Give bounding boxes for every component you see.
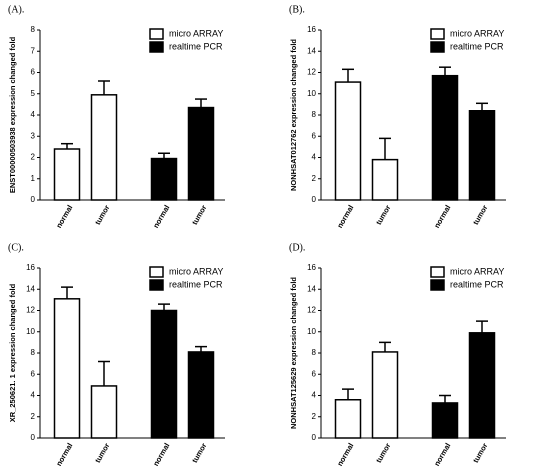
y-tick-label: 16 xyxy=(26,263,35,272)
legend-swatch xyxy=(149,266,164,278)
y-tick-label: 10 xyxy=(307,327,316,336)
bar xyxy=(371,351,399,439)
bar xyxy=(150,309,178,439)
x-tick-label: tumor xyxy=(471,203,489,226)
panel-label: (A). xyxy=(8,4,24,15)
legend-label: micro ARRAY xyxy=(450,28,504,38)
y-tick-label: 8 xyxy=(312,110,317,119)
legend-swatch xyxy=(430,28,445,40)
panel-label: (D). xyxy=(289,242,305,253)
bar xyxy=(468,332,496,439)
legend-label: realtime PCR xyxy=(169,41,223,51)
x-tick-label: tumor xyxy=(93,441,111,464)
x-tick-label: tumor xyxy=(93,203,111,226)
y-tick-label: 12 xyxy=(26,306,35,315)
y-tick-label: 14 xyxy=(307,284,316,293)
x-tick-label: normal xyxy=(335,441,355,467)
y-tick-label: 8 xyxy=(31,25,36,34)
x-tick-label: tumor xyxy=(190,203,208,226)
y-axis-label: NONHSAT125629 expression changed fold xyxy=(289,277,298,429)
y-tick-label: 4 xyxy=(312,391,317,400)
bar xyxy=(371,158,399,201)
y-tick-label: 14 xyxy=(26,284,35,293)
y-tick-label: 10 xyxy=(307,89,316,98)
y-tick-label: 2 xyxy=(312,174,317,183)
y-tick-label: 16 xyxy=(307,25,316,34)
x-tick-label: normal xyxy=(151,203,171,229)
y-tick-label: 0 xyxy=(312,195,317,204)
y-tick-label: 2 xyxy=(312,412,317,421)
x-tick-label: tumor xyxy=(374,203,392,226)
y-tick-label: 6 xyxy=(312,131,317,140)
y-tick-label: 1 xyxy=(31,174,36,183)
legend-swatch xyxy=(149,41,164,53)
y-tick-label: 4 xyxy=(312,153,317,162)
y-tick-label: 4 xyxy=(31,391,36,400)
bar xyxy=(334,81,362,201)
legend-swatch xyxy=(430,41,445,53)
legend-swatch xyxy=(149,28,164,40)
y-tick-label: 12 xyxy=(307,306,316,315)
panel-label: (B). xyxy=(289,4,305,15)
bar xyxy=(90,385,118,439)
bar xyxy=(187,351,215,439)
panel-label: (C). xyxy=(8,242,24,253)
y-tick-label: 5 xyxy=(31,89,36,98)
bar xyxy=(187,106,215,201)
x-tick-label: normal xyxy=(335,203,355,229)
y-tick-label: 8 xyxy=(312,348,317,357)
bar xyxy=(431,402,459,439)
bar xyxy=(468,110,496,201)
y-tick-label: 0 xyxy=(31,433,36,442)
legend-label: micro ARRAY xyxy=(169,266,223,276)
legend-swatch xyxy=(430,266,445,278)
y-tick-label: 14 xyxy=(307,46,316,55)
y-tick-label: 10 xyxy=(26,327,35,336)
x-tick-label: normal xyxy=(54,203,74,229)
y-tick-label: 7 xyxy=(31,46,36,55)
x-tick-label: tumor xyxy=(374,441,392,464)
y-tick-label: 16 xyxy=(307,263,316,272)
x-tick-label: tumor xyxy=(471,441,489,464)
y-axis-label: XR_250621. 1 expression changed fold xyxy=(8,283,17,422)
legend-label: micro ARRAY xyxy=(169,28,223,38)
legend-swatch xyxy=(430,279,445,291)
y-axis-label: ENST00000503938 expression changed fold xyxy=(8,36,17,193)
bar xyxy=(90,94,118,201)
x-tick-label: normal xyxy=(54,441,74,467)
y-tick-label: 2 xyxy=(31,412,36,421)
y-tick-label: 4 xyxy=(31,110,36,119)
y-tick-label: 6 xyxy=(31,369,36,378)
x-tick-label: normal xyxy=(432,203,452,229)
y-tick-label: 0 xyxy=(31,195,36,204)
x-tick-label: normal xyxy=(432,441,452,467)
x-tick-label: tumor xyxy=(190,441,208,464)
legend-label: micro ARRAY xyxy=(450,266,504,276)
bar xyxy=(431,74,459,201)
y-tick-label: 8 xyxy=(31,348,36,357)
legend-label: realtime PCR xyxy=(169,279,223,289)
y-tick-label: 0 xyxy=(312,433,317,442)
y-tick-label: 6 xyxy=(31,68,36,77)
y-axis-label: NONHSAT012762 expression changed fold xyxy=(289,39,298,191)
bar xyxy=(53,148,81,201)
legend-label: realtime PCR xyxy=(450,41,504,51)
legend-swatch xyxy=(149,279,164,291)
bar xyxy=(150,157,178,201)
x-tick-label: normal xyxy=(151,441,171,467)
bar xyxy=(53,298,81,439)
y-tick-label: 6 xyxy=(312,369,317,378)
legend-label: realtime PCR xyxy=(450,279,504,289)
y-tick-label: 3 xyxy=(31,131,36,140)
y-tick-label: 2 xyxy=(31,153,36,162)
y-tick-label: 12 xyxy=(307,68,316,77)
bar xyxy=(334,399,362,439)
